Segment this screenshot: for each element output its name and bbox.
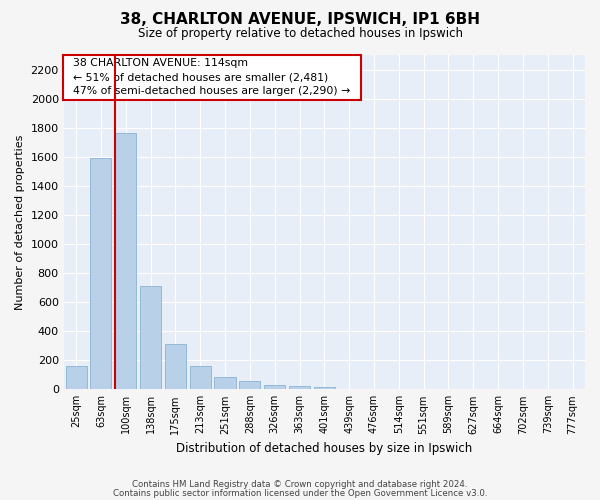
Bar [214, 377, 236, 390]
Y-axis label: Number of detached properties: Number of detached properties [15, 134, 25, 310]
Bar [264, 385, 285, 390]
Bar [140, 286, 161, 390]
Bar [289, 386, 310, 390]
Text: Size of property relative to detached houses in Ipswich: Size of property relative to detached ho… [137, 28, 463, 40]
Bar [115, 134, 136, 390]
Bar [91, 158, 112, 390]
Bar [364, 388, 385, 390]
Text: 38 CHARLTON AVENUE: 114sqm  
  ← 51% of detached houses are smaller (2,481)  
  : 38 CHARLTON AVENUE: 114sqm ← 51% of deta… [66, 58, 358, 96]
Bar [65, 366, 86, 390]
X-axis label: Distribution of detached houses by size in Ipswich: Distribution of detached houses by size … [176, 442, 472, 455]
Text: Contains HM Land Registry data © Crown copyright and database right 2024.: Contains HM Land Registry data © Crown c… [132, 480, 468, 489]
Bar [239, 382, 260, 390]
Text: Contains public sector information licensed under the Open Government Licence v3: Contains public sector information licen… [113, 489, 487, 498]
Text: 38, CHARLTON AVENUE, IPSWICH, IP1 6BH: 38, CHARLTON AVENUE, IPSWICH, IP1 6BH [120, 12, 480, 28]
Bar [314, 387, 335, 390]
Bar [190, 366, 211, 390]
Bar [165, 344, 186, 390]
Bar [338, 388, 360, 390]
